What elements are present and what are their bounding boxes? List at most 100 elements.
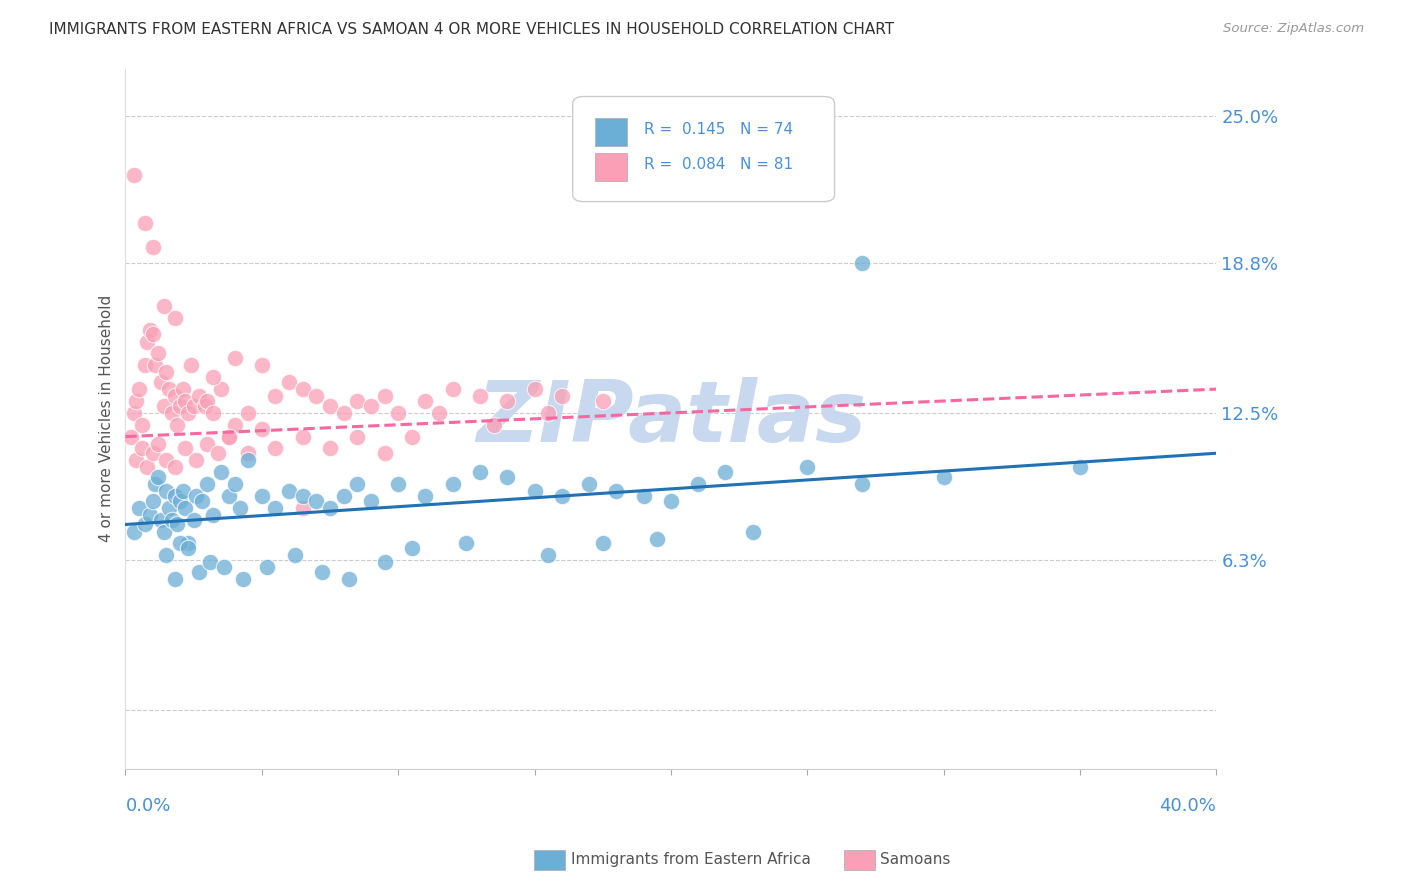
Point <box>212 560 235 574</box>
Point <box>332 406 354 420</box>
Point <box>224 477 246 491</box>
Text: R =  0.084   N = 81: R = 0.084 N = 81 <box>644 157 793 172</box>
Point <box>172 382 194 396</box>
Point <box>125 394 148 409</box>
Point <box>188 389 211 403</box>
Point <box>523 382 546 396</box>
Point <box>122 169 145 183</box>
Point <box>180 359 202 373</box>
Point <box>174 500 197 515</box>
Point <box>218 429 240 443</box>
Point <box>157 500 180 515</box>
Point <box>714 465 737 479</box>
Point <box>441 477 464 491</box>
Point <box>142 493 165 508</box>
Point <box>155 549 177 563</box>
Point <box>250 359 273 373</box>
Point <box>155 453 177 467</box>
Point <box>157 382 180 396</box>
Point <box>441 382 464 396</box>
Text: IMMIGRANTS FROM EASTERN AFRICA VS SAMOAN 4 OR MORE VEHICLES IN HOUSEHOLD CORRELA: IMMIGRANTS FROM EASTERN AFRICA VS SAMOAN… <box>49 22 894 37</box>
Text: Immigrants from Eastern Africa: Immigrants from Eastern Africa <box>571 853 811 867</box>
Point <box>250 489 273 503</box>
Point <box>177 406 200 420</box>
Point <box>415 394 437 409</box>
Point <box>125 453 148 467</box>
Point <box>264 389 287 403</box>
Point <box>256 560 278 574</box>
Point <box>145 477 167 491</box>
Point <box>201 508 224 522</box>
Point <box>401 429 423 443</box>
Point <box>250 422 273 436</box>
Text: R =  0.145   N = 74: R = 0.145 N = 74 <box>644 122 793 137</box>
Point <box>148 470 170 484</box>
Point <box>218 489 240 503</box>
Point <box>605 484 627 499</box>
Point <box>387 477 409 491</box>
Point <box>142 327 165 342</box>
Point <box>537 406 560 420</box>
Point <box>346 394 368 409</box>
Point <box>688 477 710 491</box>
Point <box>305 389 328 403</box>
Point <box>374 446 396 460</box>
Point <box>523 484 546 499</box>
Point <box>134 359 156 373</box>
Point <box>551 389 574 403</box>
Point <box>645 532 668 546</box>
Point <box>456 536 478 550</box>
Point <box>183 399 205 413</box>
Text: Source: ZipAtlas.com: Source: ZipAtlas.com <box>1223 22 1364 36</box>
Point <box>209 382 232 396</box>
FancyBboxPatch shape <box>572 96 835 202</box>
Point <box>851 477 873 491</box>
Point <box>291 489 314 503</box>
Point <box>136 460 159 475</box>
Point <box>278 375 301 389</box>
Point <box>191 493 214 508</box>
Point <box>238 453 260 467</box>
Point <box>264 442 287 456</box>
Point <box>305 493 328 508</box>
Point <box>633 489 655 503</box>
Point <box>229 500 252 515</box>
Point <box>468 389 491 403</box>
Point <box>496 470 519 484</box>
Point <box>163 572 186 586</box>
Point <box>387 406 409 420</box>
Point <box>201 406 224 420</box>
Point <box>155 484 177 499</box>
Point <box>238 406 260 420</box>
Point <box>155 366 177 380</box>
Point <box>120 429 142 443</box>
Point <box>496 394 519 409</box>
Point <box>128 382 150 396</box>
Text: Samoans: Samoans <box>880 853 950 867</box>
Point <box>183 513 205 527</box>
Point <box>163 389 186 403</box>
Point <box>319 399 342 413</box>
Point <box>177 541 200 556</box>
Point <box>131 417 153 432</box>
Point <box>149 513 172 527</box>
Point <box>291 500 314 515</box>
Point <box>346 429 368 443</box>
Point <box>163 310 186 325</box>
Point <box>360 399 382 413</box>
Point <box>139 508 162 522</box>
Point <box>160 406 183 420</box>
Point <box>796 460 818 475</box>
Point <box>207 446 229 460</box>
Point <box>332 489 354 503</box>
Text: ZIPatlas: ZIPatlas <box>475 377 866 460</box>
Point <box>278 484 301 499</box>
Point <box>149 375 172 389</box>
Point <box>482 417 505 432</box>
Point <box>152 524 174 539</box>
Point <box>122 406 145 420</box>
Point <box>537 549 560 563</box>
Y-axis label: 4 or more Vehicles in Household: 4 or more Vehicles in Household <box>100 295 114 542</box>
Point <box>578 477 600 491</box>
Bar <box>595 153 627 180</box>
